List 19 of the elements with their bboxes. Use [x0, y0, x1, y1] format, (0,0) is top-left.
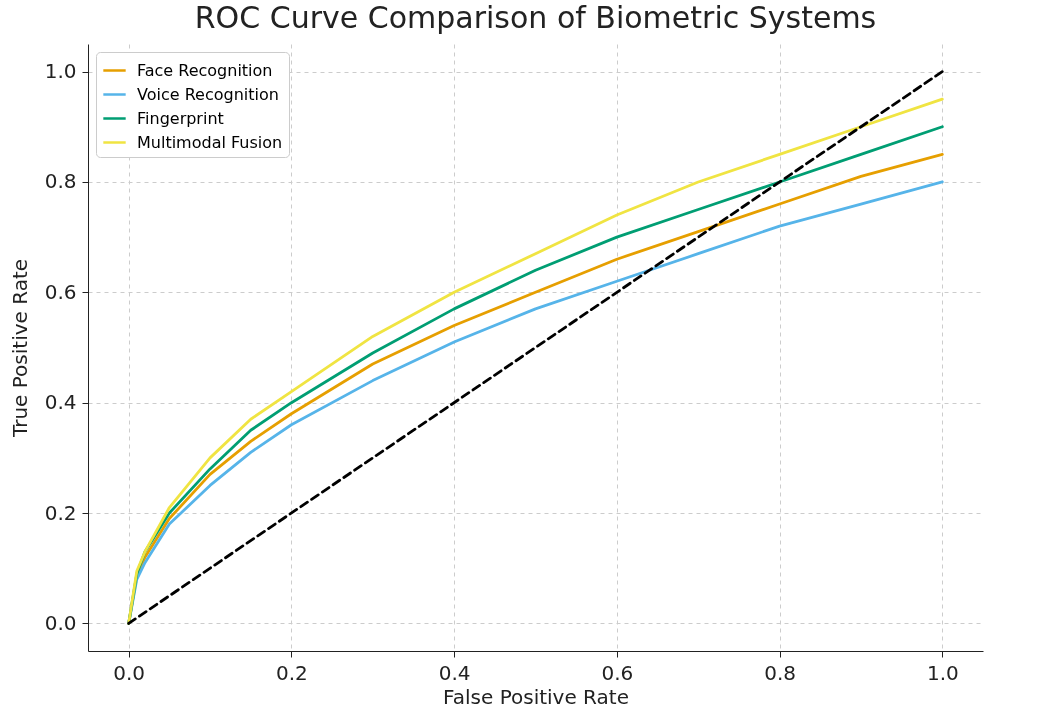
y-tick-label: 0.0: [44, 610, 77, 635]
legend-label: Face Recognition: [137, 60, 273, 80]
x-tick-label: 0.6: [601, 660, 634, 685]
y-axis-title: True Positive Rate: [7, 258, 32, 439]
x-tick-label: 0.2: [276, 660, 308, 685]
legend-label: Voice Recognition: [137, 84, 279, 104]
x-tick-label: 0.4: [438, 660, 471, 685]
y-tick-label: 0.8: [44, 169, 77, 194]
y-tick-label: 0.2: [44, 500, 77, 525]
y-tick-label: 0.4: [44, 390, 77, 415]
x-tick-label: 0.0: [113, 660, 146, 685]
x-axis-title: False Positive Rate: [443, 684, 629, 709]
y-tick-label: 0.6: [44, 279, 77, 304]
legend-label: Fingerprint: [137, 108, 224, 128]
y-tick-label: 1.0: [44, 59, 77, 84]
chart-title: ROC Curve Comparison of Biometric Systems: [194, 0, 877, 35]
x-tick-label: 1.0: [926, 660, 959, 685]
x-tick-label: 0.8: [764, 660, 796, 685]
legend-label: Multimodal Fusion: [137, 132, 283, 152]
